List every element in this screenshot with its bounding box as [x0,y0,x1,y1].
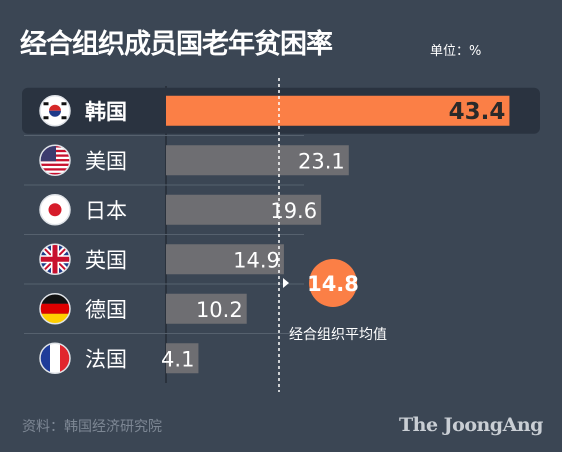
value-label: 19.6 [270,199,317,223]
bar [166,145,349,176]
bar [166,244,284,275]
bar [166,194,322,225]
category-label: 德国 [85,298,127,322]
usa-flag-icon [39,144,71,176]
unit-label: 单位：% [430,44,482,59]
average-caption: 经合组织平均值 [289,327,387,343]
brand-logo: The JoongAng [399,414,543,436]
korea-flag-icon [39,95,71,127]
bar [166,95,510,126]
category-label: 法国 [85,347,127,371]
arrow-icon [283,278,289,288]
chart-title: 经合组织成员国老年贫困率 [20,29,333,60]
value-label: 4.1 [161,347,194,371]
category-label: 韩国 [85,100,127,124]
value-label: 10.2 [196,298,243,322]
average-badge [309,259,357,307]
value-label: 43.4 [449,99,506,125]
average-value: 14.8 [307,272,359,296]
germany-flag-icon [39,293,71,325]
bar [166,343,199,374]
uk-flag-icon [39,243,71,275]
value-label: 23.1 [298,149,345,173]
category-label: 英国 [85,248,127,272]
category-label: 美国 [85,149,127,173]
japan-flag-icon [39,194,71,226]
france-flag-icon [39,342,71,374]
bar [166,293,247,324]
value-label: 14.9 [233,248,280,272]
source-note: 资料：韩国经济研究院 [22,419,162,435]
category-label: 日本 [85,199,127,223]
